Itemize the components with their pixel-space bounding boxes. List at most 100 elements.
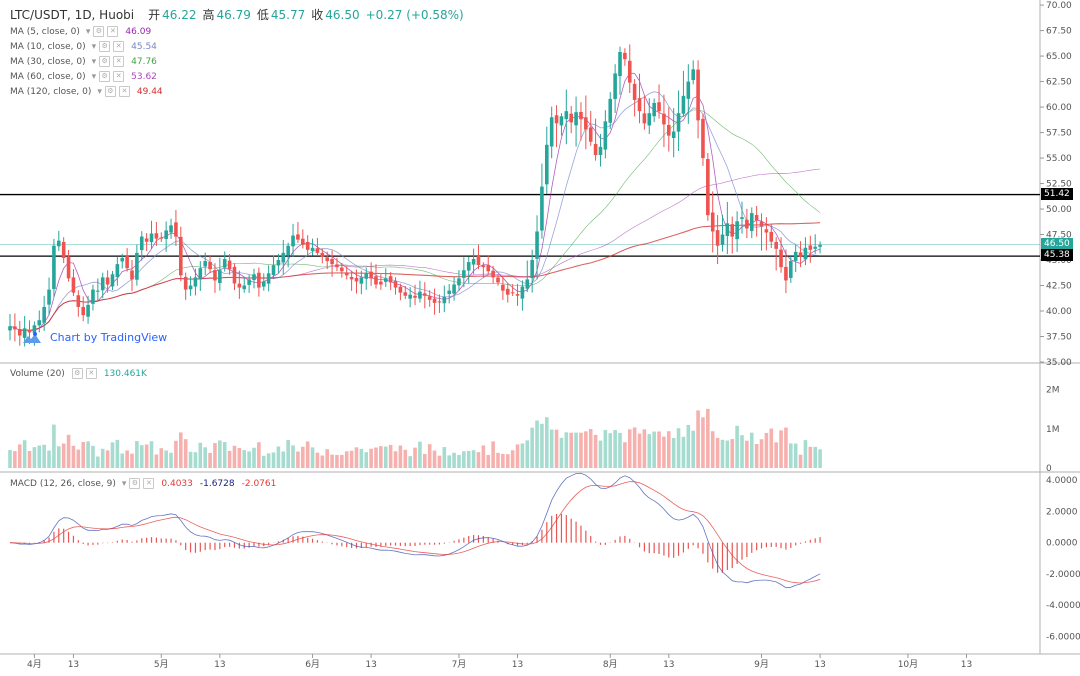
close-icon[interactable]: ✕ xyxy=(118,86,130,97)
macd-legend[interactable]: MACD (12, 26, close, 9) ▾ ⚙ ✕ 0.4033 -1.67… xyxy=(10,478,276,489)
volume-bar xyxy=(686,424,691,468)
settings-icon[interactable]: ⚙ xyxy=(93,26,105,37)
volume-bar xyxy=(715,437,720,468)
candle-body xyxy=(584,117,588,130)
candle-body xyxy=(813,246,817,249)
settings-icon[interactable]: ⚙ xyxy=(99,56,111,67)
volume-bar xyxy=(188,451,193,468)
volume-bar xyxy=(579,432,583,468)
settings-caret-icon[interactable]: ▾ xyxy=(85,26,91,37)
close-icon[interactable]: ✕ xyxy=(143,478,155,489)
volume-bar xyxy=(632,427,637,468)
settings-icon[interactable]: ⚙ xyxy=(99,41,111,52)
ma120-legend[interactable]: MA (120, close, 0) ▾ ⚙ ✕ 49.44 xyxy=(10,86,163,97)
candle-body xyxy=(686,81,691,99)
time-tick-label: 10月 xyxy=(898,659,918,670)
volume-bar xyxy=(559,437,564,468)
close-icon[interactable]: ✕ xyxy=(107,26,119,37)
settings-icon[interactable]: ⚙ xyxy=(99,71,111,82)
volume-bar xyxy=(174,440,178,468)
close-icon[interactable]: ✕ xyxy=(113,41,125,52)
candle-body xyxy=(139,236,144,251)
symbol-title[interactable]: LTC/USDT, 1D, Huobi xyxy=(10,7,135,22)
candle-body xyxy=(427,296,432,300)
candle-body xyxy=(535,231,539,259)
volume-bar xyxy=(798,454,803,468)
candle-body xyxy=(281,252,286,263)
time-tick-label: 9月 xyxy=(754,659,769,670)
volume-bar xyxy=(52,424,56,468)
close-icon[interactable]: ✕ xyxy=(85,368,97,379)
volume-tick-label: 1M xyxy=(1046,425,1060,435)
candle-body xyxy=(701,118,705,159)
settings-caret-icon[interactable]: ▾ xyxy=(97,86,102,97)
volume-bar xyxy=(515,444,520,468)
volume-bar xyxy=(549,429,554,468)
volume-bar xyxy=(432,450,437,468)
volume-bar xyxy=(554,429,559,468)
candle-body xyxy=(481,265,486,268)
close-icon[interactable]: ✕ xyxy=(113,71,125,82)
volume-bar xyxy=(808,446,813,468)
volume-bar xyxy=(647,434,652,468)
volume-bar xyxy=(535,420,539,468)
candle-body xyxy=(579,111,583,120)
tradingview-attribution[interactable]: Chart by TradingView xyxy=(22,331,167,344)
candle-body xyxy=(540,186,544,231)
candle-body xyxy=(398,286,403,293)
settings-icon[interactable]: ⚙ xyxy=(71,368,83,379)
volume-bar xyxy=(305,441,310,468)
volume-bar xyxy=(505,454,510,468)
high-value: 46.79 xyxy=(216,7,251,22)
candle-body xyxy=(135,252,139,280)
volume-tick-label: 0 xyxy=(1046,464,1052,474)
ma60-legend[interactable]: MA (60, close, 0) ▾ ⚙ ✕ 53.62 xyxy=(10,71,157,82)
candle-body xyxy=(174,222,178,237)
candle-body xyxy=(383,278,388,282)
volume-bar xyxy=(481,445,486,468)
candle-body xyxy=(232,266,237,284)
volume-bar xyxy=(8,450,12,468)
volume-bar xyxy=(608,433,613,468)
ma30-legend[interactable]: MA (30, close, 0) ▾ ⚙ ✕ 47.76 xyxy=(10,56,157,67)
volume-bar xyxy=(354,447,359,468)
volume-bar xyxy=(784,427,788,468)
candle-body xyxy=(652,102,656,117)
price-line-badge-upper: 51.42 xyxy=(1041,187,1073,200)
candle-body xyxy=(105,277,110,285)
ma5-legend[interactable]: MA (5, close, 0) ▾ ⚙ ✕ 46.09 xyxy=(10,26,151,37)
volume-bar xyxy=(457,454,461,468)
candle-body xyxy=(525,279,530,289)
candle-body xyxy=(432,298,437,303)
volume-bar xyxy=(618,432,622,468)
volume-legend[interactable]: Volume (20) ⚙ ✕ 130.461K xyxy=(10,368,147,379)
candle-body xyxy=(559,116,564,126)
candle-body xyxy=(759,221,764,227)
candle-body xyxy=(354,277,359,282)
attribution-text: Chart by TradingView xyxy=(50,331,168,344)
settings-caret-icon[interactable]: ▾ xyxy=(91,56,97,67)
settings-caret-icon[interactable]: ▾ xyxy=(91,41,97,52)
volume-bar xyxy=(291,445,295,468)
time-tick-label: 4月 xyxy=(27,659,42,670)
volume-bar xyxy=(569,432,573,468)
volume-bar xyxy=(198,442,203,468)
candle-body xyxy=(466,262,471,271)
settings-caret-icon[interactable]: ▾ xyxy=(91,71,97,82)
volume-bar xyxy=(159,448,164,468)
ma10-legend[interactable]: MA (10, close, 0) ▾ ⚙ ✕ 45.54 xyxy=(10,41,157,52)
settings-icon[interactable]: ⚙ xyxy=(104,86,116,97)
settings-icon[interactable]: ⚙ xyxy=(129,478,141,489)
volume-bar xyxy=(466,450,471,468)
macd-tick-label: 4.0000 xyxy=(1046,476,1078,486)
candle-body xyxy=(818,244,822,247)
candle-body xyxy=(598,146,603,156)
volume-bar xyxy=(232,445,237,468)
volume-bar xyxy=(135,441,139,468)
candle-body xyxy=(418,291,422,299)
settings-caret-icon[interactable]: ▾ xyxy=(121,478,127,489)
ma5-name: MA (5, close, 0) xyxy=(10,26,80,37)
candle-body xyxy=(520,286,525,299)
close-icon[interactable]: ✕ xyxy=(113,56,125,67)
